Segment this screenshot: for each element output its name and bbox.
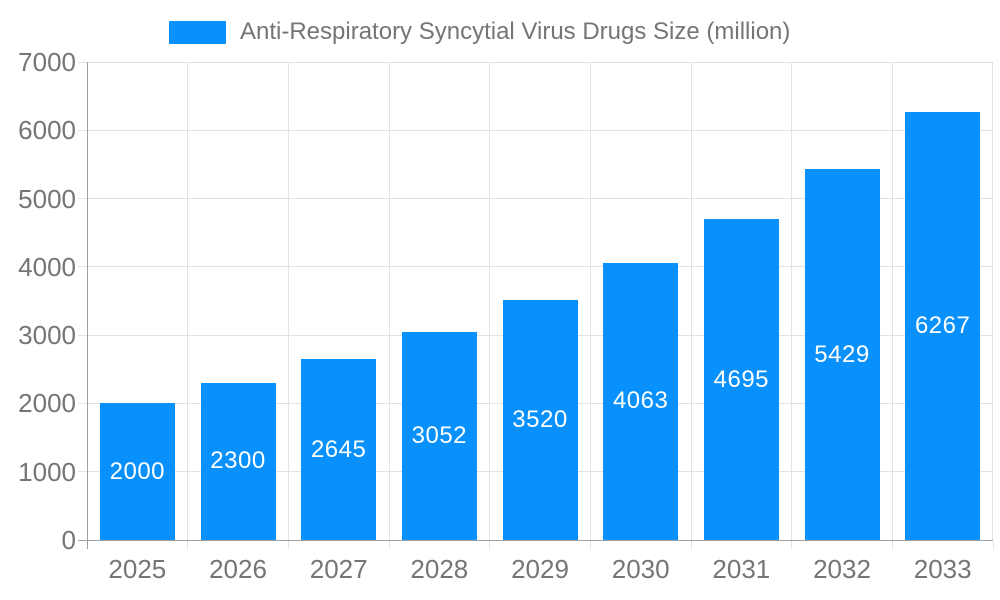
x-axis-tick-label: 2027 <box>309 554 368 584</box>
y-axis-tick-label: 4000 <box>18 251 76 282</box>
x-axis-tick-mark <box>791 541 793 549</box>
y-axis-tick-mark <box>78 61 87 63</box>
gridline-horizontal <box>87 61 993 63</box>
bar-2031: 4695 <box>703 219 779 540</box>
legend-label: Anti-Respiratory Syncytial Virus Drugs S… <box>240 18 791 45</box>
y-axis-tick-mark <box>78 402 87 404</box>
bar-value-label: 2645 <box>310 435 367 463</box>
gridline-vertical <box>690 62 692 540</box>
x-axis-tick-label: 2030 <box>611 554 670 584</box>
gridline-vertical <box>489 62 491 540</box>
y-axis-tick-mark <box>78 129 87 131</box>
y-axis-tick-label: 5000 <box>18 183 76 214</box>
bar-2032: 5429 <box>804 169 880 540</box>
bar-value-label: 5429 <box>814 340 870 368</box>
y-axis-tick-mark <box>78 266 87 268</box>
x-axis-tick-mark <box>86 541 88 549</box>
x-axis-tick-mark <box>388 541 390 549</box>
gridline-horizontal <box>87 266 993 268</box>
gridline-vertical <box>791 62 793 540</box>
bar-value-label: 3520 <box>512 405 568 433</box>
x-axis-tick-label: 2029 <box>511 554 569 584</box>
plot-area: 2000 2300 2645 3052 3520 4063 4695 5429 6267 <box>87 61 993 540</box>
x-axis-tick-mark <box>489 541 491 549</box>
bar-2033: 6267 <box>905 112 981 540</box>
gridline-vertical <box>991 62 993 540</box>
gridline-vertical <box>388 62 390 540</box>
y-axis-tick-mark <box>78 198 87 200</box>
bar-2029: 3520 <box>502 299 578 540</box>
x-axis-tick-mark <box>992 541 994 549</box>
gridline-vertical <box>287 62 289 540</box>
y-axis-tick-label: 7000 <box>18 47 76 77</box>
x-axis-tick-label: 2032 <box>813 554 871 584</box>
bar-value-label: 2300 <box>210 447 266 475</box>
gridline-vertical <box>891 62 893 540</box>
y-axis-tick-mark <box>78 471 87 473</box>
bar-value-label: 2000 <box>109 457 166 485</box>
y-axis-line <box>87 62 88 549</box>
gridline-vertical <box>589 62 591 540</box>
bar-2027: 2645 <box>301 359 377 540</box>
x-axis-tick-label: 2033 <box>913 554 972 584</box>
bar-value-label: 6267 <box>914 312 971 340</box>
bar-value-label: 4695 <box>713 365 770 393</box>
x-axis-tick-label: 2028 <box>410 554 469 584</box>
y-axis-tick-mark <box>78 334 87 336</box>
bar-2028: 3052 <box>401 331 477 540</box>
x-axis-tick-label: 2031 <box>712 554 771 584</box>
y-axis-tick-label: 6000 <box>18 115 76 146</box>
bar-value-label: 4063 <box>612 387 669 415</box>
x-axis-tick-mark <box>187 541 189 549</box>
bar-value-label: 3052 <box>411 421 468 449</box>
x-axis-tick-mark <box>690 541 692 549</box>
x-axis-tick-label: 2025 <box>108 554 167 584</box>
y-axis-tick-label: 1000 <box>18 456 76 487</box>
bar-2025: 2000 <box>99 403 175 540</box>
y-axis-tick-label: 0 <box>61 525 76 555</box>
x-axis-tick-mark <box>589 541 591 549</box>
y-axis-tick-label: 2000 <box>18 388 76 419</box>
gridline-horizontal <box>87 198 993 200</box>
y-axis-tick-label: 3000 <box>18 320 76 351</box>
x-axis-tick-label: 2026 <box>209 554 267 584</box>
bar-2026: 2300 <box>200 382 276 540</box>
bar-2030: 4063 <box>603 262 679 540</box>
legend-swatch <box>169 20 226 44</box>
gridline-vertical <box>187 62 189 540</box>
x-axis-tick-mark <box>287 541 289 549</box>
gridline-horizontal <box>87 129 993 131</box>
x-axis-tick-mark <box>891 541 893 549</box>
legend-item[interactable]: Anti-Respiratory Syncytial Virus Drugs S… <box>169 18 790 46</box>
x-axis-line <box>78 540 993 541</box>
